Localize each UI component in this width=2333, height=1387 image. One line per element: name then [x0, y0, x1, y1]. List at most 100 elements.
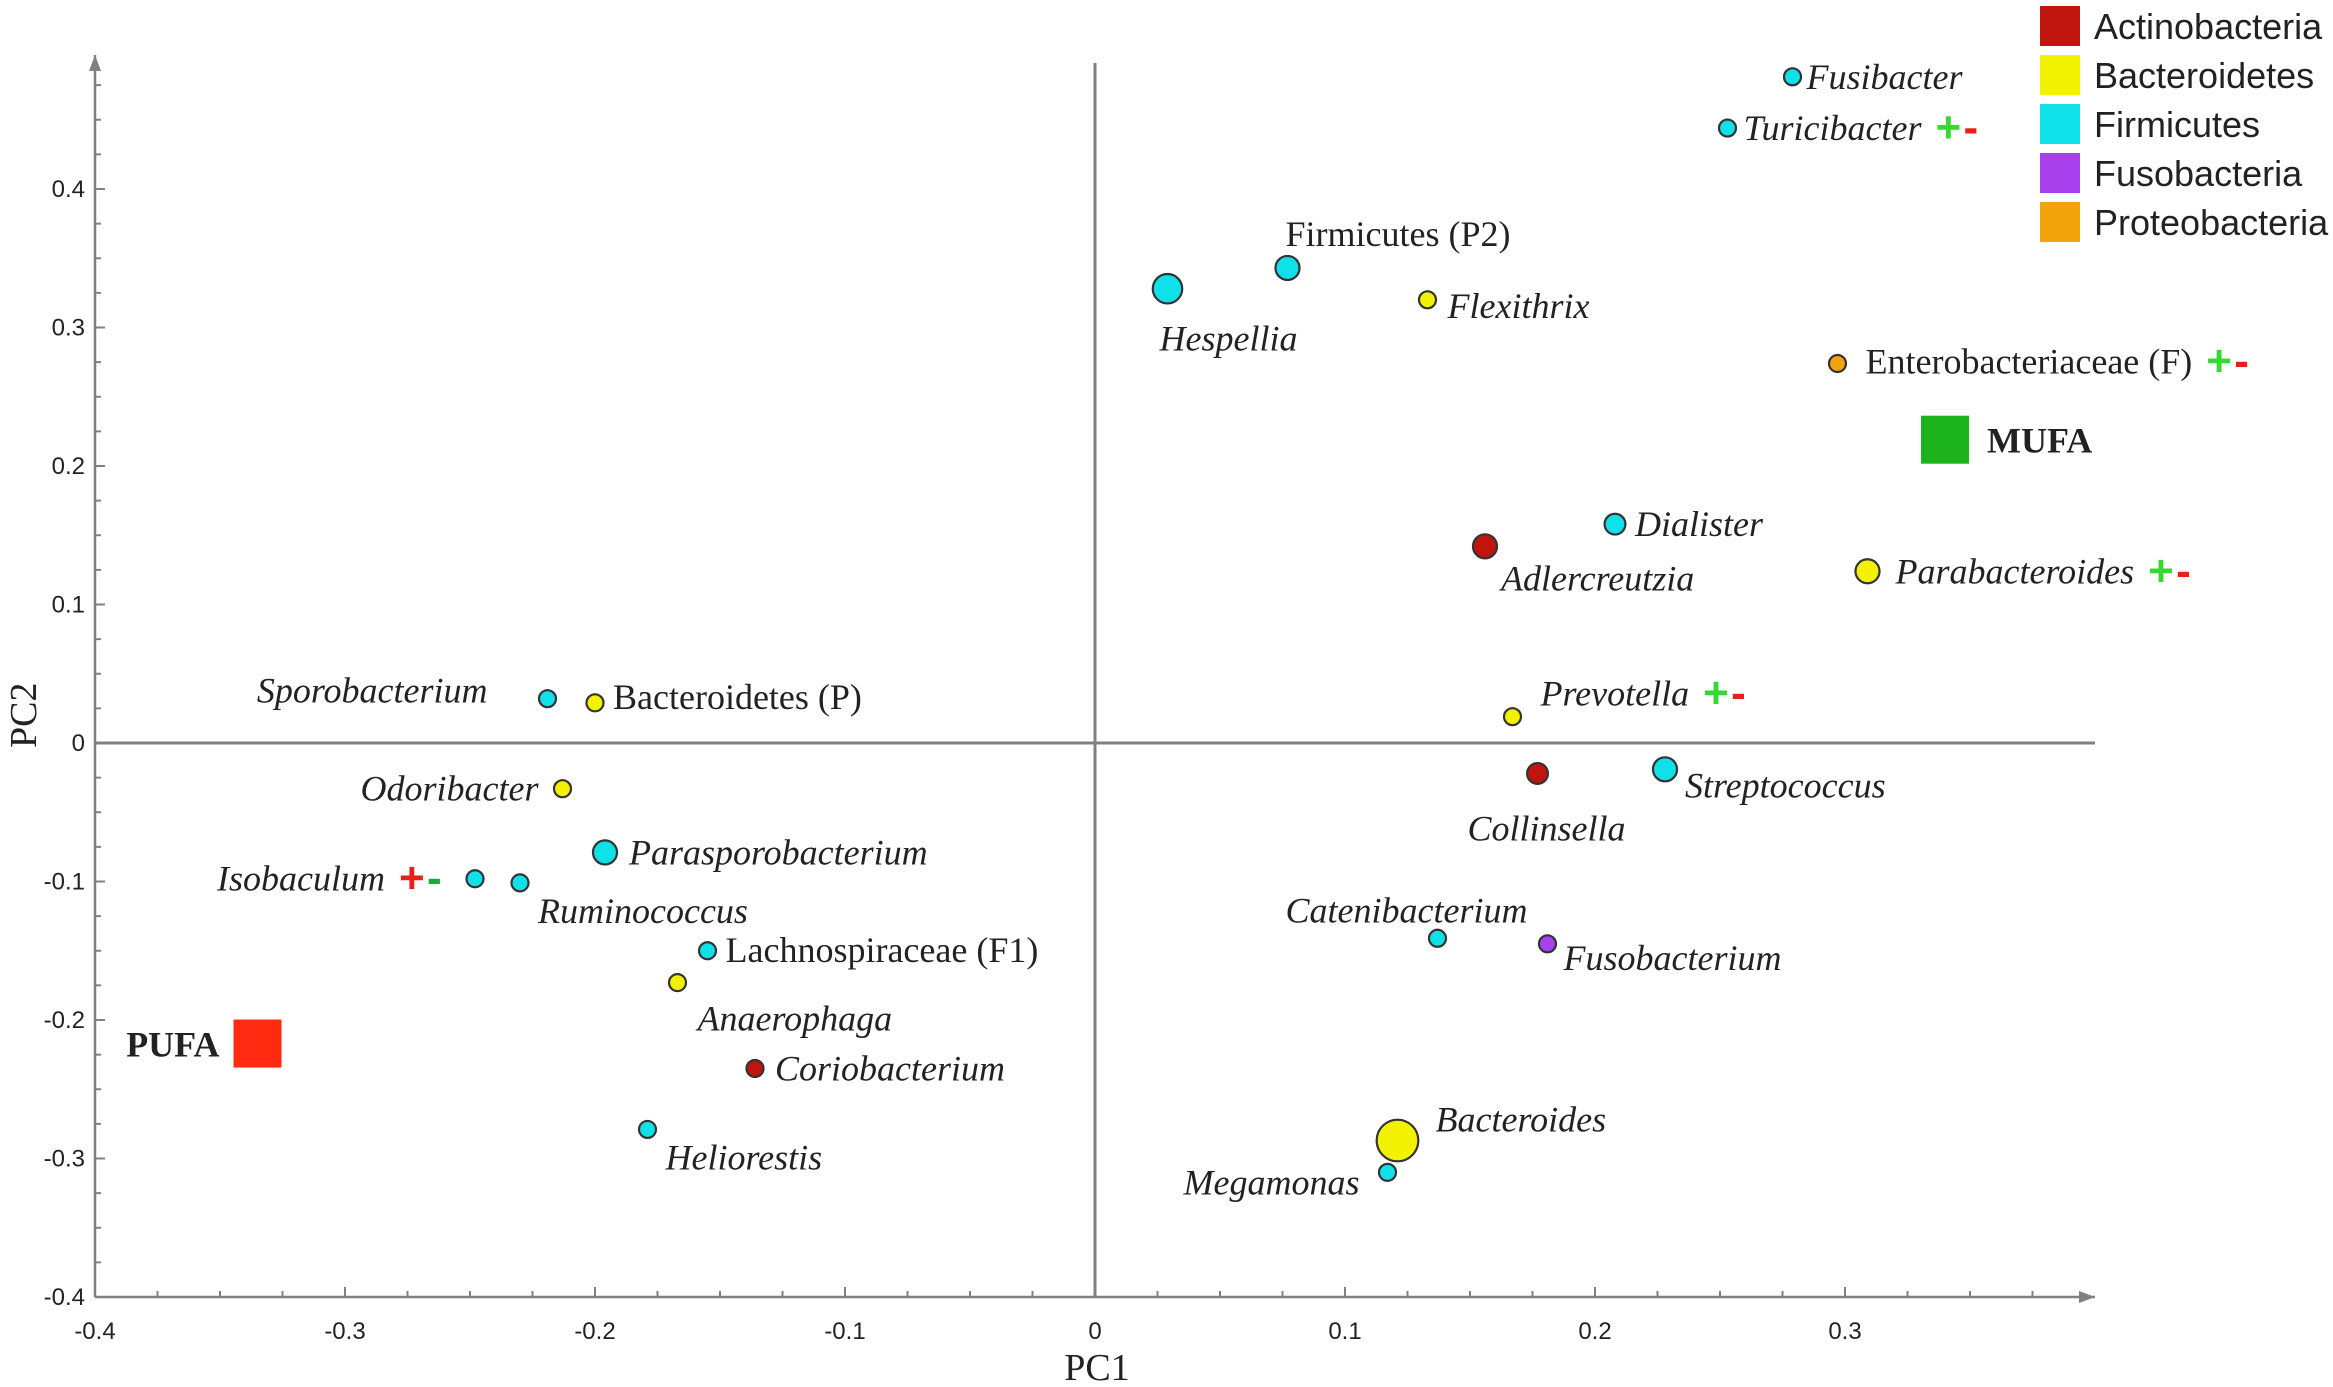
- point-fusobacterium: [1537, 934, 1558, 954]
- point-catenibacterium: [1427, 928, 1448, 948]
- y-tick-label: -0.2: [44, 1007, 85, 1034]
- point-isobaculum: [465, 869, 485, 889]
- label-fusibacter: Fusibacter: [1806, 57, 1964, 97]
- legend-swatch-fusobacteria: [2040, 153, 2080, 193]
- y-tick-label: 0.2: [52, 453, 85, 480]
- legend-label-firmicutes: Firmicutes: [2094, 104, 2260, 145]
- point-enterobacteriaceae-f: [1827, 353, 1848, 374]
- label-odoribacter: Odoribacter: [361, 769, 540, 809]
- legend-label-proteobacteria: Proteobacteria: [2094, 202, 2329, 243]
- sign-plus-isobaculum: +: [399, 854, 425, 903]
- marker-label-pufa: PUFA: [126, 1025, 219, 1065]
- label-bacteroidetes-p: Bacteroidetes (P): [613, 677, 862, 717]
- label-adlercreutzia: Adlercreutzia: [1499, 558, 1694, 598]
- sign-minus-parabacteroides: -: [2176, 546, 2191, 595]
- axes: [89, 55, 2095, 1303]
- point-megamonas: [1377, 1162, 1398, 1182]
- x-tick-label: 0.2: [1578, 1318, 1611, 1345]
- label-hespellia: Hespellia: [1159, 319, 1298, 359]
- point-dialister: [1603, 512, 1627, 536]
- label-streptococcus: Streptococcus: [1685, 765, 1886, 805]
- label-firmicutes-p2: Firmicutes (P2): [1286, 214, 1511, 254]
- label-anaerophaga: Anaerophaga: [696, 999, 893, 1039]
- label-bacteroides: Bacteroides: [1436, 1099, 1607, 1139]
- sign-plus-enterobacteriaceae-f: +: [2206, 337, 2232, 386]
- point-hespellia: [1151, 272, 1184, 305]
- point-sporobacterium: [537, 689, 558, 709]
- point-parabacteroides: [1854, 558, 1881, 585]
- legend: Actinobacteria Bacteroidetes Firmicutes Fus…: [2040, 6, 2329, 243]
- label-megamonas: Megamonas: [1183, 1162, 1360, 1202]
- sign-minus-isobaculum: -: [427, 854, 442, 903]
- point-parasporobacterium: [591, 839, 619, 866]
- y-tick-label: 0.4: [52, 176, 85, 203]
- point-prevotella: [1502, 707, 1523, 727]
- x-tick-label: -0.1: [824, 1318, 865, 1345]
- marker-mufa: [1921, 415, 1969, 464]
- label-dialister: Dialister: [1634, 504, 1764, 544]
- sign-minus-prevotella: -: [1731, 669, 1746, 718]
- sign-minus-turicibacter: -: [1964, 103, 1979, 152]
- legend-label-fusobacteria: Fusobacteria: [2094, 153, 2303, 194]
- label-prevotella: Prevotella: [1540, 674, 1690, 714]
- sign-plus-parabacteroides: +: [2148, 546, 2174, 595]
- x-axis-arrow: [2079, 1291, 2095, 1303]
- label-parabacteroides: Parabacteroides: [1895, 551, 2135, 591]
- y-tick-label: 0.3: [52, 315, 85, 342]
- legend-swatch-actinobacteria: [2040, 6, 2080, 46]
- label-sporobacterium: Sporobacterium: [257, 671, 488, 711]
- label-fusobacterium: Fusobacterium: [1563, 938, 1782, 978]
- x-tick-label: 0.3: [1828, 1318, 1861, 1345]
- label-catenibacterium: Catenibacterium: [1286, 890, 1528, 930]
- legend-swatch-bacteroidetes: [2040, 55, 2080, 95]
- y-tick-label: -0.1: [44, 869, 85, 896]
- label-flexithrix: Flexithrix: [1447, 286, 1590, 326]
- point-fusibacter: [1782, 67, 1803, 87]
- point-bacteroidetes-p: [585, 693, 605, 713]
- point-odoribacter: [552, 779, 573, 799]
- y-axis-title: PC2: [3, 683, 45, 748]
- label-turicibacter: Turicibacter: [1744, 108, 1923, 148]
- legend-label-actinobacteria: Actinobacteria: [2094, 6, 2323, 47]
- point-firmicutes-p2: [1274, 254, 1301, 282]
- point-collinsella: [1525, 761, 1550, 785]
- y-tick-label: -0.3: [44, 1146, 85, 1173]
- label-enterobacteriaceae-f: Enterobacteriaceae (F): [1866, 342, 2193, 382]
- legend-swatch-proteobacteria: [2040, 202, 2080, 242]
- point-turicibacter: [1717, 118, 1738, 138]
- y-tick-label: -0.4: [44, 1284, 85, 1311]
- legend-label-bacteroidetes: Bacteroidetes: [2094, 55, 2314, 96]
- marker-pufa: [233, 1019, 282, 1068]
- point-lachnospiraceae-f1: [697, 941, 718, 961]
- point-bacteroides: [1375, 1118, 1420, 1163]
- legend-swatch-firmicutes: [2040, 104, 2080, 144]
- x-axis-title: PC1: [1064, 1347, 1129, 1387]
- point-streptococcus: [1651, 756, 1679, 783]
- label-parasporobacterium: Parasporobacterium: [628, 832, 928, 872]
- x-tick-label: -0.2: [574, 1318, 615, 1345]
- y-tick-label: 0.1: [52, 592, 85, 619]
- data-points: [465, 67, 1881, 1182]
- y-tick-label: 0: [72, 730, 85, 757]
- x-tick-label: -0.3: [324, 1318, 365, 1345]
- point-flexithrix: [1417, 290, 1438, 310]
- point-heliorestis: [637, 1119, 658, 1140]
- label-coriobacterium: Coriobacterium: [775, 1048, 1005, 1088]
- x-tick-label: 0.1: [1328, 1318, 1361, 1345]
- x-tick-label: -0.4: [74, 1318, 115, 1345]
- label-lachnospiraceae-f1: Lachnospiraceae (F1): [726, 930, 1039, 970]
- point-anaerophaga: [667, 973, 688, 993]
- label-ruminococcus: Ruminococcus: [537, 891, 748, 931]
- sign-minus-enterobacteriaceae-f: -: [2234, 337, 2249, 386]
- point-adlercreutzia: [1471, 533, 1499, 560]
- x-tick-label: 0: [1088, 1318, 1101, 1345]
- point-ruminococcus: [510, 873, 530, 893]
- marker-label-mufa: MUFA: [1987, 421, 2092, 461]
- label-heliorestis: Heliorestis: [665, 1137, 823, 1177]
- label-isobaculum: Isobaculum: [216, 859, 385, 899]
- label-collinsella: Collinsella: [1468, 808, 1626, 848]
- y-axis-arrow: [89, 55, 101, 71]
- sign-plus-turicibacter: +: [1936, 103, 1962, 152]
